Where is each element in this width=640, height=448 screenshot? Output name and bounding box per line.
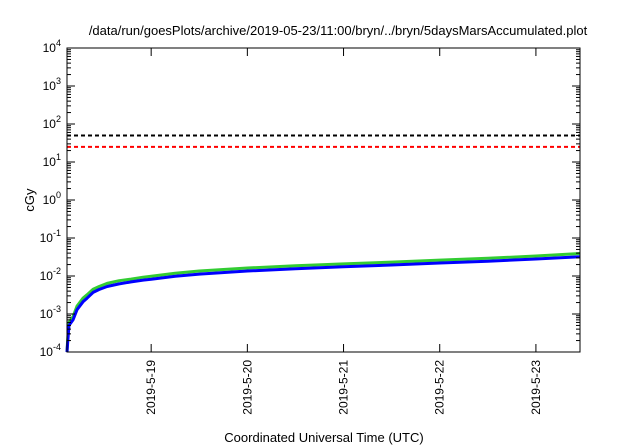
y-tick-label-8: 104 bbox=[43, 38, 61, 55]
y-tick-exp-8: 4 bbox=[56, 38, 61, 48]
y-tick-exp-6: 2 bbox=[56, 114, 61, 124]
y-tick-label-2: 10-2 bbox=[40, 266, 61, 283]
y-tick-base-2: 10 bbox=[40, 269, 54, 283]
y-tick-base-6: 10 bbox=[43, 117, 57, 131]
x-axis-label: Coordinated Universal Time (UTC) bbox=[224, 430, 423, 445]
y-tick-exp-1: -3 bbox=[53, 304, 61, 314]
y-tick-label-1: 10-3 bbox=[40, 304, 61, 321]
x-tick-label-3: 2019-5-22 bbox=[433, 360, 447, 415]
y-tick-exp-2: -2 bbox=[53, 266, 61, 276]
y-tick-label-6: 102 bbox=[43, 114, 61, 131]
chart-title: /data/run/goesPlots/archive/2019-05-23/1… bbox=[89, 23, 588, 38]
y-tick-base-3: 10 bbox=[40, 231, 54, 245]
y-axis-label: cGy bbox=[22, 188, 37, 212]
y-tick-base-5: 10 bbox=[43, 155, 57, 169]
x-tick-label-0: 2019-5-19 bbox=[144, 360, 158, 415]
y-tick-label-5: 101 bbox=[43, 152, 61, 169]
y-tick-label-0: 10-4 bbox=[40, 342, 61, 359]
y-tick-label-4: 100 bbox=[43, 190, 61, 207]
y-tick-base-8: 10 bbox=[43, 41, 57, 55]
y-tick-base-1: 10 bbox=[40, 307, 54, 321]
y-tick-label-7: 103 bbox=[43, 76, 61, 93]
y-tick-base-0: 10 bbox=[40, 345, 54, 359]
y-tick-exp-5: 1 bbox=[56, 152, 61, 162]
y-tick-base-4: 10 bbox=[43, 193, 57, 207]
x-tick-label-1: 2019-5-20 bbox=[240, 360, 254, 415]
plot-area: 10-410-310-210-11001011021031042019-5-19… bbox=[40, 38, 581, 415]
plot-frame bbox=[66, 47, 581, 353]
series-line-0 bbox=[65, 252, 581, 353]
y-tick-exp-4: 0 bbox=[56, 190, 61, 200]
x-tick-label-2: 2019-5-21 bbox=[337, 360, 351, 415]
x-tick-label-4: 2019-5-23 bbox=[529, 360, 543, 415]
y-tick-label-3: 10-1 bbox=[40, 228, 61, 245]
y-tick-base-7: 10 bbox=[43, 79, 57, 93]
series-line-1 bbox=[65, 255, 581, 353]
y-tick-exp-0: -4 bbox=[53, 342, 61, 352]
y-tick-exp-3: -1 bbox=[53, 228, 61, 238]
y-tick-exp-7: 3 bbox=[56, 76, 61, 86]
